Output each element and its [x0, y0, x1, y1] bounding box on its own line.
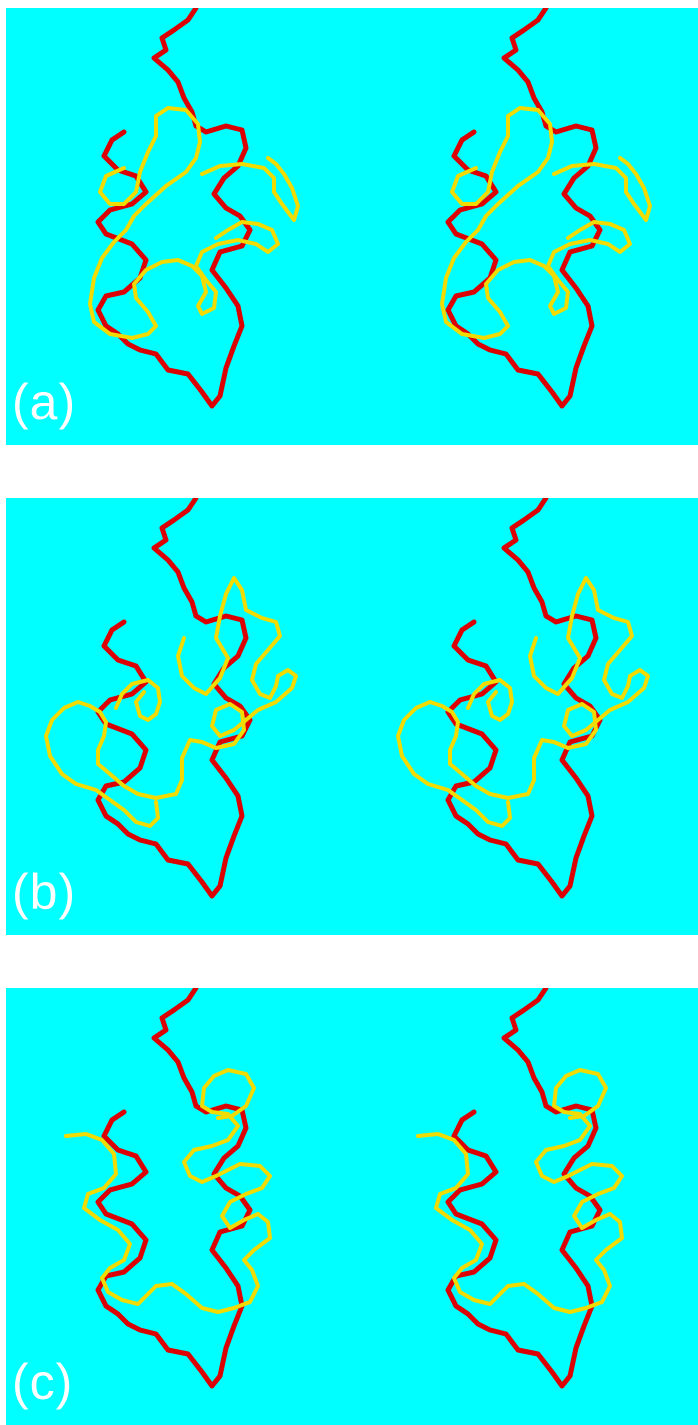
stereo-image-a: [88, 8, 652, 445]
panel-label-b: (b): [12, 864, 77, 920]
stereo-image-c: [64, 988, 624, 1425]
panel-label-c: (c): [12, 1354, 74, 1410]
stereo-panel-b: (b): [6, 498, 698, 935]
stereo-panel-c: (c): [6, 988, 698, 1425]
panel-label-a: (a): [12, 374, 77, 430]
stereo-image-b: [44, 498, 650, 935]
stereo-panel-a: (a): [6, 8, 698, 445]
